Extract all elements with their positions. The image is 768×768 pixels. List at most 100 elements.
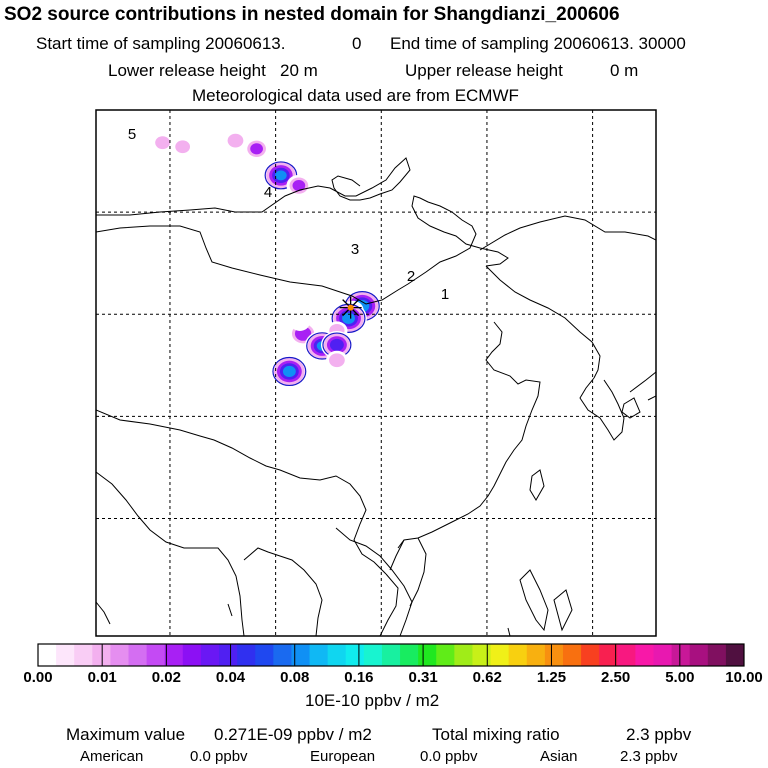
lower-release-label: Lower release height: [108, 61, 266, 80]
colorbar-cell-5: [128, 644, 148, 666]
plume-10-level-4: [275, 170, 287, 181]
colorbar-cell-29: [562, 644, 582, 666]
colorbar-cell-25: [490, 644, 510, 666]
start-time-value: 0: [352, 34, 362, 53]
colorbar-tick-label-0: 0.00: [23, 669, 53, 686]
colorbar-cell-2: [74, 644, 93, 666]
colorbar-cell-1: [56, 644, 75, 666]
philippines-islands: [519, 569, 573, 632]
colorbar-cell-32: [617, 644, 636, 666]
plume-layer: [129, 131, 382, 388]
colorbar-cell-31: [599, 644, 618, 666]
grid-layer: [96, 110, 656, 636]
plume-8: [270, 355, 308, 388]
region-label-5: 5: [128, 126, 136, 143]
colorbar-cell-12: [255, 644, 274, 666]
colorbar-tick-label-7: 0.62: [472, 669, 502, 686]
lower-release-value: 20 m: [280, 61, 318, 80]
region-label-2: 2: [407, 268, 415, 285]
upper-release-value: 0 m: [610, 61, 639, 80]
european-value: 0.0 ppbv: [420, 748, 478, 765]
plume-13-level-1: [175, 140, 191, 154]
colorbar-cells: [37, 644, 745, 666]
colorbar-tick-label-9: 2.50: [601, 669, 631, 686]
end-time-label: End time of sampling 20060613. 30000: [390, 34, 686, 53]
colorbar-cell-26: [508, 644, 528, 666]
plume-17: [129, 141, 147, 157]
colorbar-cell-6: [146, 644, 166, 666]
colorbar-cell-3: [92, 644, 111, 666]
region-label-layer: 5 4 3 2 1: [128, 126, 449, 303]
colorbar-tick-label-4: 0.08: [280, 669, 310, 686]
plume-2-outline: [331, 303, 366, 333]
border-india: [96, 471, 245, 636]
total-mixing-value: 2.3 ppbv: [626, 725, 692, 744]
border-mongolia: [96, 195, 509, 305]
coastline-north: [96, 157, 411, 216]
plume-15-level-2: [250, 143, 263, 155]
plume-8-level-4: [282, 365, 296, 378]
colorbar-cell-15: [309, 644, 329, 666]
colorbar-cell-11: [237, 644, 256, 666]
colorbar-tick-label-5: 0.16: [344, 669, 374, 686]
colorbar-cell-37: [707, 644, 727, 666]
colorbar-cell-8: [182, 644, 202, 666]
colorbar-cell-36: [689, 644, 709, 666]
border-myanmar: [243, 547, 323, 636]
start-time-label: Start time of sampling 20060613.: [36, 34, 286, 53]
max-value-label: Maximum value: [66, 725, 186, 744]
plume-13: [172, 137, 194, 156]
colorbar-cell-33: [635, 644, 654, 666]
border-china-north: [479, 215, 656, 251]
plume-2-level-4: [342, 312, 355, 324]
colorbar-cell-35: [671, 644, 691, 666]
plume-9-level-0: [290, 313, 310, 331]
border-tibet: [96, 409, 387, 575]
taiwan-island: [529, 469, 545, 501]
plume-7: [326, 350, 348, 370]
plume-17-level-0: [129, 141, 147, 157]
plume-12: [152, 133, 173, 152]
colorbar-tick-label-6: 0.31: [408, 669, 438, 686]
european-label: European: [310, 748, 376, 765]
colorbar-tick-label-3: 0.04: [215, 669, 246, 686]
plume-16-level-0: [236, 158, 256, 176]
colorbar-cell-0: [38, 644, 57, 666]
colorbar-cell-7: [164, 644, 184, 666]
plume-7-level-1: [329, 353, 345, 368]
colorbar-cell-22: [436, 644, 455, 666]
colorbar-cell-34: [653, 644, 673, 666]
colorbar-cell-19: [381, 644, 401, 666]
plume-6-level-3: [329, 338, 344, 351]
plume-14: [224, 131, 247, 151]
colorbar-unit-label: 10E-10 ppbv / m2: [305, 691, 440, 710]
colorbar-cell-24: [472, 644, 492, 666]
american-value: 0.0 ppbv: [190, 748, 248, 765]
asian-label: Asian: [540, 748, 578, 765]
plume-6: [320, 331, 353, 359]
plume-12-level-1: [155, 136, 170, 150]
region-label-4: 4: [264, 184, 272, 201]
colorbar-cell-16: [327, 644, 347, 666]
plume-9: [290, 313, 310, 331]
colorbar-cell-17: [345, 644, 365, 666]
colorbar-tick-label-2: 0.02: [151, 669, 181, 686]
colorbar-cell-30: [581, 644, 600, 666]
coastline-layer: [96, 157, 656, 636]
colorbar-cell-28: [544, 644, 564, 666]
colorbar-frame: [37, 643, 745, 667]
colorbar-cell-14: [291, 644, 311, 666]
total-mixing-label: Total mixing ratio: [432, 725, 560, 744]
page-title: SO2 source contributions in nested domai…: [4, 4, 620, 25]
colorbar-cell-13: [273, 644, 292, 666]
korea-peninsula: [579, 377, 625, 441]
colorbar-cell-4: [110, 644, 130, 666]
colorbar-cell-20: [400, 644, 419, 666]
colorbar-tick-label-11: 10.00: [725, 669, 763, 686]
met-data-note: Meteorological data used are from ECMWF: [192, 86, 519, 105]
plume-15: [244, 138, 269, 160]
region-label-1: 1: [441, 286, 449, 303]
region-label-3: 3: [351, 241, 359, 258]
